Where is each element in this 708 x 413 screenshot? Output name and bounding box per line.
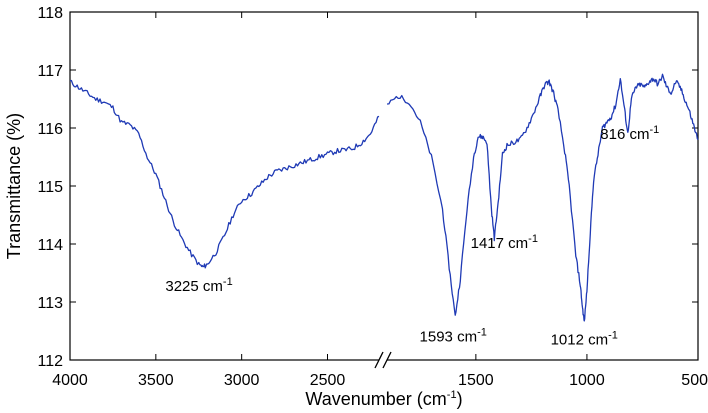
annotation-value: 1593 cm xyxy=(420,329,478,346)
annotation-value: 816 cm xyxy=(600,126,649,143)
x-tick-label: 3000 xyxy=(224,372,260,389)
plot-frame xyxy=(69,11,699,361)
break-slash-left xyxy=(374,351,384,369)
y-tick-label: 118 xyxy=(37,5,63,22)
spectrum-series xyxy=(69,73,699,322)
annotation-sup: -1 xyxy=(650,124,660,136)
y-axis: 112 113 114 115 116 117 118 xyxy=(37,5,698,370)
x-tick-label: 500 xyxy=(681,372,708,389)
annotation-peak-1012: 1012 cm-1 xyxy=(551,329,618,348)
x-tick-label: 1000 xyxy=(569,372,605,389)
break-gap xyxy=(379,351,387,369)
series-line-segment-0 xyxy=(69,79,380,269)
y-tick-label: 116 xyxy=(37,121,63,138)
annotation-sup: -1 xyxy=(608,329,618,341)
annotation-peak-3225: 3225 cm-1 xyxy=(165,276,232,295)
x-tick-label: 3500 xyxy=(138,372,174,389)
series-line-segment-1 xyxy=(386,73,699,322)
x-axis-label-tail: ) xyxy=(457,389,463,409)
annotation-peak-816: 816 cm-1 xyxy=(600,124,659,143)
annotation-value: 1012 cm xyxy=(551,331,609,348)
annotation-sup: -1 xyxy=(477,327,487,339)
y-tick-label: 114 xyxy=(37,237,63,254)
annotation-value: 1417 cm xyxy=(471,235,529,252)
y-tick-label: 117 xyxy=(37,63,63,80)
x-axis-label: Wavenumber (cm-1) xyxy=(305,389,462,409)
x-axis: 4000 3500 3000 2500 1500 1000 500 xyxy=(52,12,708,389)
x-tick-label: 4000 xyxy=(52,372,88,389)
annotation-sup: -1 xyxy=(223,276,233,288)
x-tick-label: 1500 xyxy=(458,372,494,389)
x-axis-break-mark xyxy=(374,351,392,369)
x-axis-label-sup: -1 xyxy=(447,389,457,401)
annotation-peak-1593: 1593 cm-1 xyxy=(420,327,487,346)
x-axis-label-main: Wavenumber (cm xyxy=(305,389,446,409)
x-tick-label: 2500 xyxy=(310,372,346,389)
y-axis-label: Transmittance (%) xyxy=(4,113,24,259)
break-slash-right xyxy=(382,351,392,369)
annotation-peak-1417: 1417 cm-1 xyxy=(471,233,538,252)
y-tick-label: 112 xyxy=(37,353,63,370)
y-tick-label: 113 xyxy=(37,295,63,312)
annotation-value: 3225 cm xyxy=(165,278,223,295)
annotation-sup: -1 xyxy=(528,233,538,245)
y-tick-label: 115 xyxy=(37,179,63,196)
